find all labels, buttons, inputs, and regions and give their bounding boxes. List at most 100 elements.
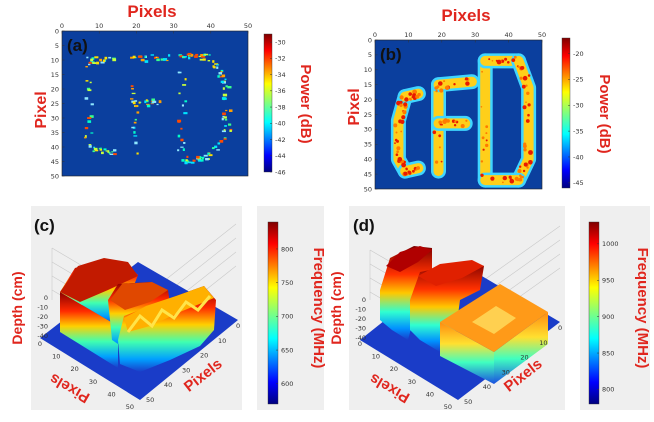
speckle <box>180 138 184 142</box>
hotspot <box>439 123 442 126</box>
y-tick-label: 45 <box>51 158 59 166</box>
hotspot <box>513 55 517 59</box>
hotspot <box>502 175 507 181</box>
speckle <box>151 98 155 102</box>
colorbar-tick-label: -38 <box>275 103 286 111</box>
y-tick-label: 40 <box>51 143 59 151</box>
speckle <box>88 61 92 64</box>
hotspot <box>444 85 450 91</box>
hotspot <box>509 178 513 181</box>
panel-d-letter-d-hole <box>472 306 516 334</box>
panel-c-colorbar-label: Frequency (MHz) <box>310 248 327 369</box>
speckle <box>105 150 109 152</box>
speckle <box>134 105 138 108</box>
x-tick-label: 50 <box>244 22 252 30</box>
hotspot <box>396 150 399 153</box>
speckle <box>152 100 157 103</box>
hotspot <box>439 88 444 93</box>
y-tick-label: 30 <box>408 378 416 386</box>
panel-c-y-ticks: 0 10 20 30 40 50 <box>38 340 134 411</box>
hotspot <box>402 110 407 115</box>
colorbar-tick-label: -36 <box>275 87 286 95</box>
hotspot <box>521 84 526 89</box>
speckle <box>160 58 165 61</box>
speckle <box>221 74 226 78</box>
x-tick-label: 30 <box>471 31 479 39</box>
x-tick-label: 10 <box>404 31 412 39</box>
hotspot <box>485 143 489 148</box>
x-tick-label: 0 <box>236 322 240 330</box>
speckle <box>133 135 138 137</box>
speckle <box>112 58 117 62</box>
speckle <box>156 103 159 106</box>
panel-b-label: (b) <box>380 45 402 64</box>
y-tick-label: 40 <box>107 390 115 398</box>
hotspot <box>465 81 470 86</box>
panel-c: (c) Depth (cm) 0 -10-20 -30-40 0 10 20 30 40 50… <box>9 206 327 411</box>
speckle <box>144 100 147 104</box>
speckle <box>195 53 199 56</box>
hotspot <box>520 66 525 70</box>
x-tick-label: 10 <box>95 22 103 30</box>
speckle <box>207 60 211 62</box>
speckle <box>85 66 88 68</box>
panel-a-y-ticks: 0 5 10 15 20 25 30 35 40 45 50 <box>51 27 65 180</box>
hotspot <box>397 157 403 162</box>
x-tick-label: 20 <box>520 354 528 362</box>
letter-body <box>513 55 534 186</box>
y-tick-label: 20 <box>51 85 59 93</box>
speckle <box>133 131 136 134</box>
hotspot <box>402 162 405 166</box>
panel-c-letter-d-face <box>118 286 216 372</box>
panel-d-colorbar-label: Frequency (MHz) <box>634 248 651 369</box>
colorbar-tick-label: -30 <box>275 38 286 46</box>
hotspot <box>404 97 409 102</box>
hotspot <box>502 181 504 184</box>
speckle <box>136 152 139 155</box>
hotspot <box>528 150 533 155</box>
hotspot <box>526 91 530 96</box>
y-tick-label: 20 <box>364 96 372 104</box>
hotspot <box>519 175 523 178</box>
colorbar-tick-label: -34 <box>275 71 286 79</box>
speckle <box>134 141 138 145</box>
z-tick-label: -10 <box>37 304 48 312</box>
hotspot <box>482 148 485 151</box>
colorbar-tick-label: 800 <box>602 386 614 394</box>
speckle <box>201 55 206 58</box>
hotspot <box>481 136 485 140</box>
x-tick-label: 40 <box>207 22 215 30</box>
speckle <box>88 63 91 66</box>
panel-b: Pixels Pixel (b) 0 10 20 30 40 50 0 5 10 15 20 25 3… <box>346 6 613 193</box>
y-tick-label: 45 <box>364 170 372 178</box>
speckle <box>217 75 221 78</box>
y-tick-label: 20 <box>390 365 398 373</box>
y-tick-label: 50 <box>364 185 372 193</box>
speckle <box>184 100 188 103</box>
speckle <box>200 159 204 162</box>
speckle <box>137 56 141 58</box>
speckle <box>224 78 227 81</box>
hotspot <box>438 146 441 149</box>
hotspot <box>443 80 446 83</box>
hotspot <box>396 139 399 143</box>
speckle <box>107 150 110 153</box>
speckle <box>184 161 188 165</box>
panel-c-zlabel: Depth (cm) <box>9 271 25 344</box>
speckle <box>224 118 228 121</box>
panel-d-y-ticks: 0 10 20 30 40 50 <box>358 340 452 411</box>
hotspot <box>491 60 494 62</box>
speckle <box>146 103 150 106</box>
x-tick-label: 10 <box>218 337 226 345</box>
y-tick-label: 30 <box>89 378 97 386</box>
panel-c-letter-f-top <box>110 282 168 310</box>
speckle <box>179 55 184 58</box>
hotspot <box>485 139 488 142</box>
speckle <box>109 153 114 155</box>
speckle <box>221 97 226 100</box>
colorbar-tick-label: 800 <box>281 245 293 253</box>
hotspot <box>394 142 396 145</box>
y-tick-label: 25 <box>51 100 59 108</box>
panel-c-label: (c) <box>34 216 55 235</box>
speckle <box>99 58 102 62</box>
